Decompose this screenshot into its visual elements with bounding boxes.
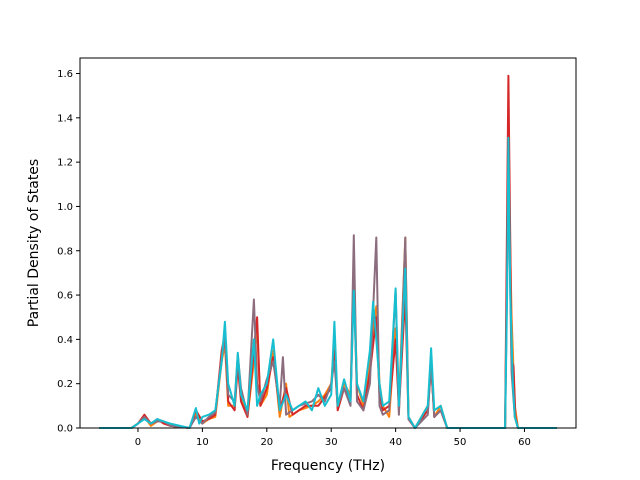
series-line-3 bbox=[99, 136, 557, 429]
x-axis-label: Frequency (THz) bbox=[271, 458, 385, 474]
x-tick-label: 60 bbox=[518, 437, 531, 448]
plot-area bbox=[80, 58, 576, 428]
x-tick-label: 30 bbox=[325, 437, 338, 448]
y-tick-label: 1.2 bbox=[57, 158, 73, 169]
x-tick-label: 50 bbox=[454, 437, 467, 448]
x-tick-label: 10 bbox=[196, 437, 209, 448]
series-layer bbox=[99, 74, 557, 429]
y-tick-label: 1.4 bbox=[57, 113, 73, 124]
y-axis-ticks: 0.0 0.2 0.4 0.6 0.8 1.0 1.2 1.4 1.6 bbox=[57, 69, 80, 435]
y-tick-label: 0.0 bbox=[57, 424, 73, 435]
x-tick-label: 20 bbox=[260, 437, 273, 448]
y-axis-label: Partial Density of States bbox=[26, 159, 42, 327]
y-tick-label: 1.6 bbox=[57, 69, 73, 80]
plot-frame bbox=[79, 57, 577, 429]
x-tick-label: 40 bbox=[389, 437, 402, 448]
y-tick-label: 0.4 bbox=[57, 335, 73, 346]
x-axis-ticks: 0 10 20 30 40 50 60 bbox=[135, 428, 531, 448]
y-tick-label: 0.6 bbox=[57, 291, 73, 302]
y-tick-label: 0.8 bbox=[57, 246, 73, 257]
y-tick-label: 0.2 bbox=[57, 379, 73, 390]
y-tick-label: 1.0 bbox=[57, 202, 73, 213]
series-line-2 bbox=[99, 172, 557, 429]
x-tick-label: 0 bbox=[135, 437, 141, 448]
